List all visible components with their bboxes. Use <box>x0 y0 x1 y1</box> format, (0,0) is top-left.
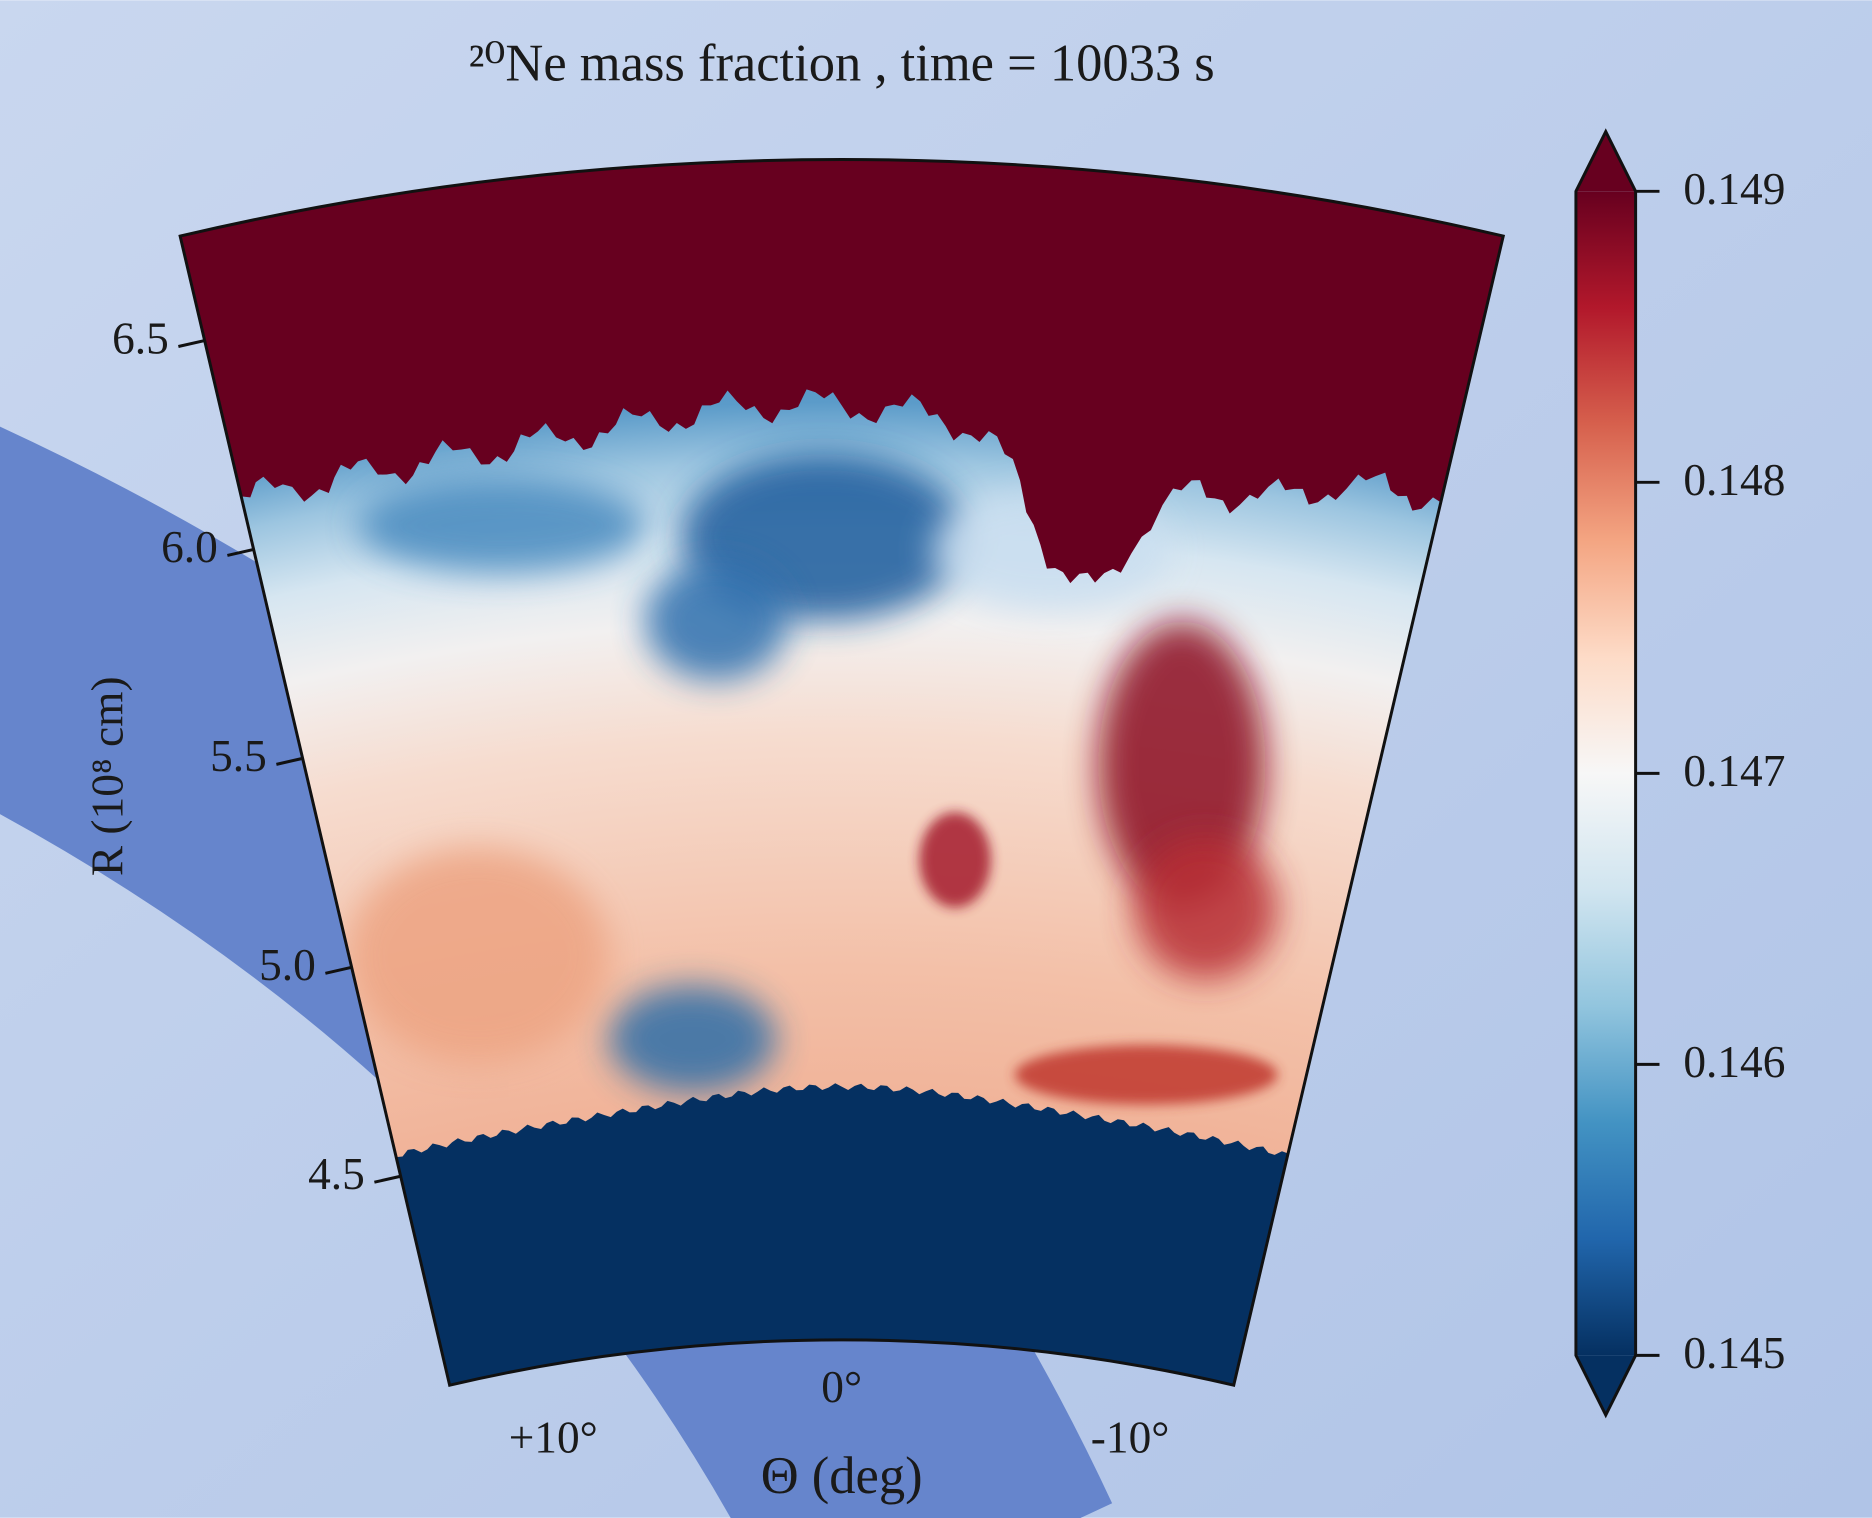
y-tick <box>276 756 303 766</box>
y-tick <box>325 965 352 975</box>
y-tick-label: 6.0 <box>161 522 218 572</box>
y-tick-label: 4.5 <box>308 1149 365 1199</box>
y-tick <box>178 339 205 348</box>
field-structure <box>644 561 788 681</box>
colorbar-tick-label: 0.147 <box>1683 746 1785 796</box>
x-tick-label: -10° <box>1091 1413 1170 1463</box>
colorbar-extend-top <box>1575 131 1636 192</box>
field-structure <box>346 847 609 1063</box>
chart-title: ²⁰Ne mass fraction , time = 10033 s <box>469 34 1215 92</box>
x-tick-label: 0° <box>821 1362 862 1412</box>
y-tick-label: 5.5 <box>210 731 267 781</box>
colorbar-tick-label: 0.148 <box>1683 455 1785 505</box>
y-tick <box>374 1174 401 1184</box>
colorbar-tick-label: 0.146 <box>1683 1037 1785 1087</box>
colorbar-tick-label: 0.145 <box>1683 1328 1785 1378</box>
field-structure <box>1014 1044 1278 1105</box>
field-image <box>180 159 1504 1386</box>
y-tick <box>227 548 254 557</box>
colorbar-extend-bottom <box>1575 1355 1636 1416</box>
colorbar-gradient <box>1575 191 1636 1356</box>
y-tick-label: 6.5 <box>112 313 169 363</box>
colorbar-tick-label: 0.149 <box>1683 164 1785 214</box>
field-structure <box>1098 621 1266 908</box>
x-axis-label: Θ (deg) <box>761 1447 923 1505</box>
y-tick-label: 5.0 <box>259 940 316 990</box>
field-structure <box>608 985 777 1093</box>
field-structure <box>358 477 645 574</box>
wedge-frame <box>178 158 1506 1387</box>
colorbar: 0.145 0.146 0.147 0.148 0.149 <box>1574 128 1785 1419</box>
field-layer <box>180 159 1504 584</box>
x-tick-label: +10° <box>509 1413 598 1463</box>
y-axis-label: R (10⁸ cm) <box>83 676 133 876</box>
field-structure <box>919 812 991 908</box>
field-structure <box>1134 836 1278 980</box>
